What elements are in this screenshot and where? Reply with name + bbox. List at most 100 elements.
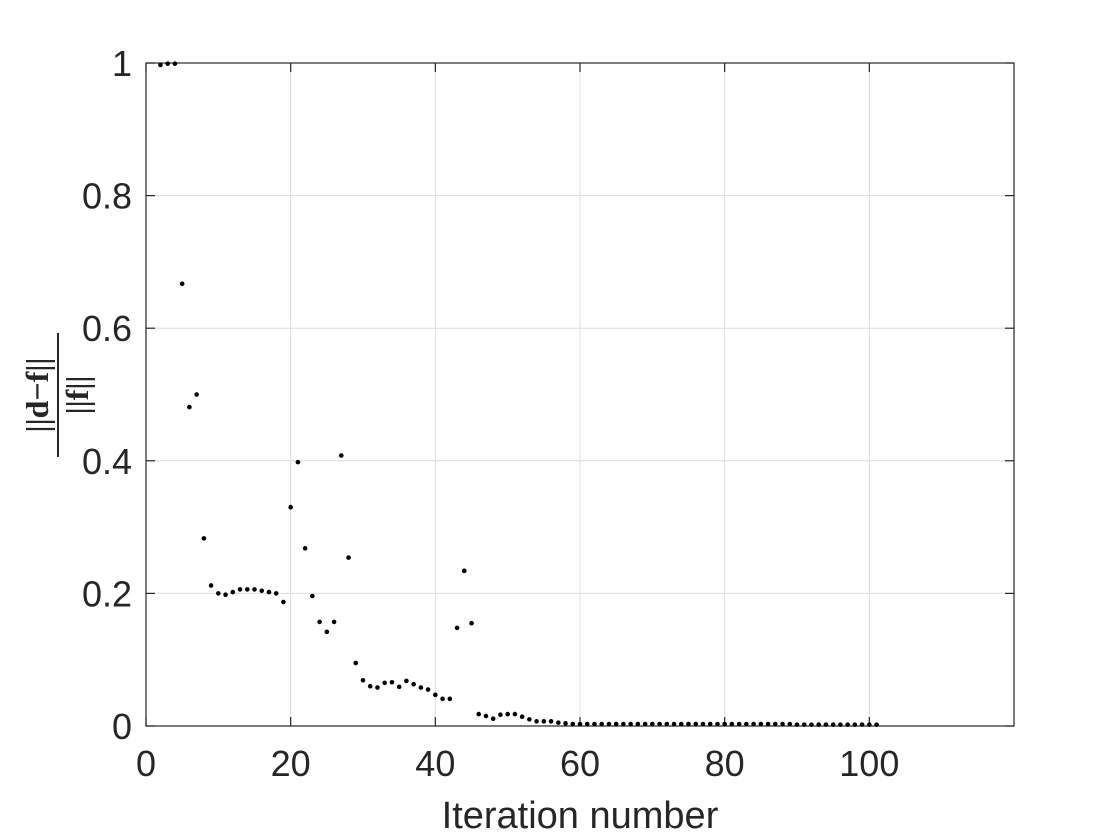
x-tick-label: 80 [705, 743, 745, 784]
data-point [809, 722, 814, 727]
data-point [534, 719, 539, 724]
data-point [541, 719, 547, 724]
data-point [664, 721, 670, 727]
data-point [187, 404, 192, 410]
data-point [773, 721, 778, 727]
data-point [505, 711, 510, 717]
data-point [302, 546, 308, 551]
data-point [230, 589, 236, 595]
data-point [288, 504, 293, 510]
data-point [295, 459, 301, 465]
data-point [216, 591, 221, 596]
data-points [158, 61, 879, 727]
data-point [584, 721, 590, 727]
data-point [454, 625, 460, 631]
x-tick-label: 60 [560, 743, 600, 784]
data-point [259, 588, 265, 594]
data-point [852, 722, 858, 727]
data-point [606, 721, 612, 727]
data-point [592, 721, 597, 727]
data-point [736, 721, 742, 727]
data-point [686, 721, 691, 727]
data-point [469, 620, 474, 626]
data-point [433, 692, 438, 698]
data-point [599, 721, 604, 727]
data-point [353, 660, 359, 666]
data-point [324, 629, 330, 635]
x-tick-label: 100 [839, 743, 899, 784]
y-axis-label-numerator: ||d−f|| [19, 358, 55, 433]
x-axis-label: Iteration number [442, 795, 719, 837]
data-point [179, 281, 185, 287]
data-point [794, 722, 800, 727]
data-point [707, 721, 713, 727]
data-point [816, 722, 821, 727]
data-point [859, 722, 865, 727]
data-point [751, 721, 756, 727]
data-point [845, 722, 850, 727]
data-point [310, 593, 315, 599]
y-tick-label: 0.4 [82, 441, 132, 482]
tick-marks [145, 62, 1014, 727]
data-point [461, 568, 467, 574]
data-point [556, 720, 561, 725]
y-tick-label: 0.8 [82, 176, 132, 217]
data-point [498, 712, 503, 718]
data-point [693, 721, 699, 727]
x-tick-label: 20 [271, 743, 311, 784]
data-point [172, 61, 178, 66]
data-point [339, 453, 344, 458]
data-point [874, 722, 879, 727]
data-point [715, 721, 720, 727]
data-point [613, 721, 619, 727]
data-point [628, 721, 633, 727]
data-point [273, 591, 279, 596]
data-point [830, 722, 836, 727]
data-point [447, 696, 453, 702]
x-tick-label: 0 [136, 743, 156, 784]
data-point [418, 685, 424, 690]
data-point [678, 721, 684, 727]
data-point [389, 679, 395, 685]
data-point [642, 721, 648, 727]
data-point [700, 721, 706, 727]
data-point [577, 721, 583, 727]
data-point [801, 722, 807, 727]
data-point [780, 721, 785, 727]
data-point [346, 555, 351, 560]
data-point [208, 583, 214, 588]
data-point [411, 681, 416, 687]
data-point [237, 587, 243, 592]
data-point [744, 721, 749, 727]
data-point [570, 721, 576, 727]
data-point [382, 680, 388, 686]
data-point [201, 536, 207, 541]
data-point [838, 722, 843, 727]
data-point [165, 61, 170, 66]
data-point [223, 592, 228, 598]
y-tick-label: 0 [112, 706, 132, 747]
data-point [317, 619, 322, 625]
data-point [252, 587, 257, 592]
data-point [194, 392, 199, 397]
data-point [425, 687, 431, 692]
data-point [765, 721, 771, 727]
data-point [396, 684, 402, 690]
data-point [281, 599, 286, 605]
data-point [266, 589, 272, 595]
data-point [360, 677, 366, 683]
data-point [621, 721, 626, 727]
data-point [331, 619, 337, 625]
data-point [244, 587, 250, 592]
data-point [158, 62, 163, 68]
y-tick-label: 0.2 [82, 573, 132, 614]
data-point [722, 721, 727, 727]
data-point [548, 719, 554, 724]
data-point [671, 721, 677, 727]
data-point [729, 721, 735, 727]
data-point [758, 721, 764, 727]
data-point [787, 721, 793, 727]
data-point [490, 716, 496, 722]
